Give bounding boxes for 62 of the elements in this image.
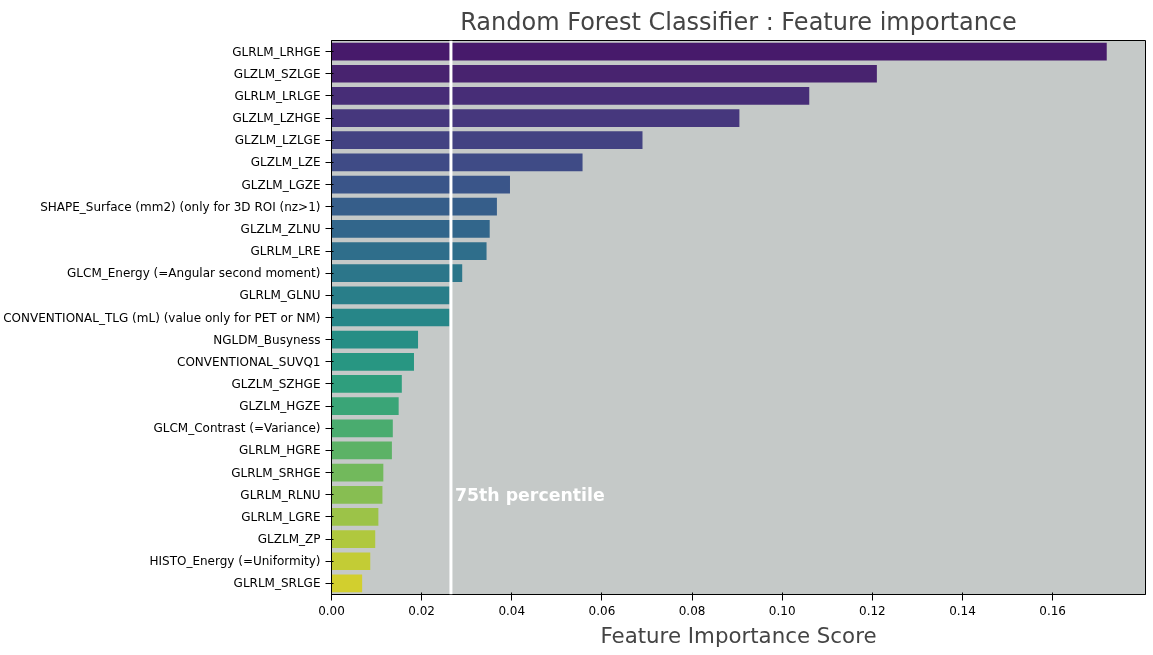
bar — [331, 441, 392, 460]
bar — [331, 197, 497, 216]
x-tick-label: 0.12 — [859, 603, 886, 618]
x-tick-label: 0.08 — [678, 603, 706, 618]
bar — [331, 530, 376, 548]
x-tick-label: 0.00 — [318, 603, 345, 618]
y-tick-label: GLCM_Contrast (=Variance) — [153, 421, 321, 436]
bar — [331, 397, 399, 415]
bar — [331, 87, 810, 105]
y-tick-label: GLRLM_LGRE — [241, 509, 321, 524]
y-tick-label: SHAPE_Surface (mm2) (only for 3D ROI (nz>1) — [40, 199, 321, 214]
y-tick-label: GLZLM_SZHGE — [231, 376, 321, 391]
y-tick-label: GLZLM_ZP — [257, 532, 321, 547]
annotation: 75th percentile — [454, 484, 605, 505]
y-tick-label: GLZLM_HGZE — [239, 399, 321, 414]
bar — [331, 131, 643, 150]
bar — [331, 153, 583, 172]
y-tick-label: GLRLM_HGRE — [238, 443, 321, 458]
y-tick-label: NGLDM_Busyness — [213, 332, 321, 347]
y-tick-label: GLRLM_LRLGE — [234, 88, 321, 103]
y-tick-label: GLRLM_LRHGE — [232, 44, 321, 59]
y-tick-label: GLRLM_SRHGE — [231, 465, 321, 480]
bar — [331, 64, 877, 83]
y-tick-label: GLZLM_LZHGE — [232, 111, 321, 126]
y-tick-label: GLRLM_RLNU — [240, 487, 321, 502]
y-tick-label: GLZLM_ZLNU — [240, 221, 321, 236]
bar — [331, 485, 383, 504]
bar — [331, 508, 379, 526]
bar — [331, 330, 419, 349]
x-tick-label: 0.14 — [949, 603, 976, 618]
x-tick-label: 0.04 — [498, 603, 526, 618]
x-tick-label: 0.10 — [768, 603, 796, 618]
y-tick-label: GLRLM_LRE — [250, 244, 321, 259]
y-tick-label: GLCM_Energy (=Angular second moment) — [67, 266, 321, 281]
y-tick-label: GLZLM_LZE — [250, 155, 321, 170]
bar — [331, 286, 450, 305]
y-tick-label: GLRLM_SRLGE — [233, 576, 321, 591]
x-tick-label: 0.02 — [408, 603, 435, 618]
bar — [331, 375, 402, 393]
x-tick-label: 0.06 — [588, 603, 616, 618]
chart-title: Random Forest Classifier : Feature importance — [460, 7, 1017, 36]
bar — [331, 220, 490, 238]
bar — [331, 264, 463, 283]
y-tick-label: GLZLM_LZLGE — [234, 133, 321, 148]
bar — [331, 42, 1107, 61]
bar — [331, 242, 487, 260]
y-tick-label: GLZLM_SZLGE — [233, 66, 321, 81]
bar — [331, 419, 393, 438]
y-tick-label: CONVENTIONAL_TLG (mL) (value only for PET or NM) — [3, 310, 321, 325]
x-tick-label: 0.16 — [1039, 603, 1067, 618]
y-tick-label: HISTO_Energy (=Uniformity) — [149, 554, 321, 569]
x-axis-title: Feature Importance Score — [600, 622, 877, 648]
y-tick-label: GLZLM_LGZE — [241, 177, 321, 192]
bar — [331, 463, 384, 482]
bar — [331, 109, 740, 127]
y-tick-label: GLRLM_GLNU — [239, 288, 321, 303]
bar — [331, 352, 414, 371]
bar — [331, 308, 450, 327]
bar — [331, 574, 363, 593]
bar — [331, 552, 371, 571]
bar — [331, 175, 510, 194]
y-tick-label: CONVENTIONAL_SUVQ1 — [177, 354, 321, 369]
